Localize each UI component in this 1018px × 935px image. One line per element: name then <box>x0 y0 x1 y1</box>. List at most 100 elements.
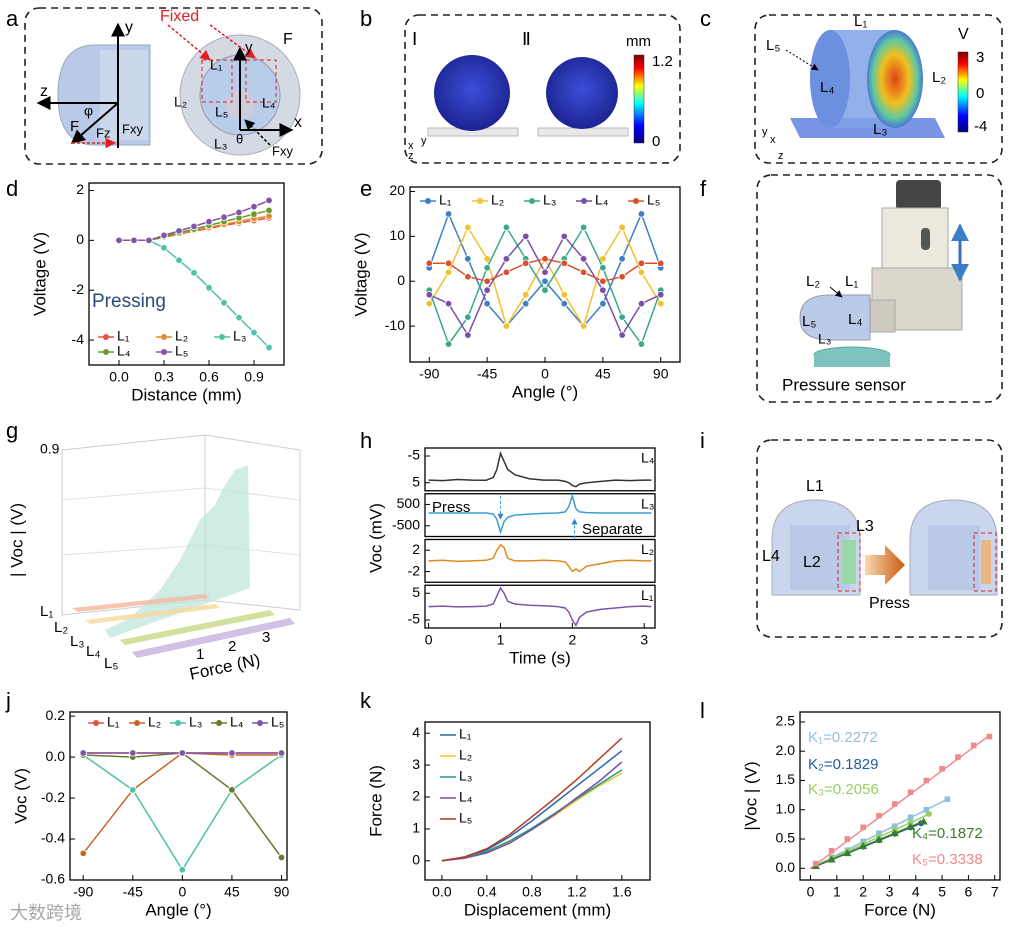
x-tick-label: 0.3 <box>154 369 174 385</box>
data-point <box>828 847 835 854</box>
panel-a: y z F φ Fz Fxy Fixed y F L₁ L₂ L₃ L₄ L₅ … <box>24 7 323 165</box>
annotation: K₅=0.3338 <box>912 851 983 868</box>
deformation-map <box>546 57 618 129</box>
series-line <box>428 543 652 573</box>
annotation: Pressing <box>92 291 166 312</box>
legend-marker <box>134 720 140 726</box>
x-axis-title: Displacement (mm) <box>464 900 611 919</box>
legend-marker <box>581 198 587 204</box>
legend-label: L₄ <box>459 789 473 805</box>
legend-label: L₂ <box>491 192 504 208</box>
label: x <box>294 114 302 131</box>
legend-label: L₃ <box>459 768 473 784</box>
highlight <box>837 532 861 592</box>
x-tick-label: -90 <box>73 884 93 900</box>
data-point <box>955 754 961 760</box>
pressure-sensor <box>814 355 890 367</box>
data-point <box>522 232 530 241</box>
electrode <box>928 525 980 590</box>
data-point <box>265 196 273 205</box>
legend-marker <box>103 349 109 355</box>
electrode <box>100 50 148 140</box>
x-tick-label: 0 <box>807 884 815 900</box>
data-point <box>483 255 491 263</box>
label: F <box>283 31 293 48</box>
data-point <box>235 313 243 322</box>
data-point <box>502 322 511 330</box>
x-tick-label: 3 <box>640 632 648 648</box>
x-tick-label: 5 <box>938 884 946 900</box>
data-point <box>637 210 646 218</box>
label: L4 <box>762 548 780 565</box>
data-point <box>483 299 491 308</box>
plot-frame <box>424 493 656 538</box>
base <box>537 127 629 137</box>
y-tick-label: 3 <box>412 756 420 772</box>
y-axis-title: Voltage (V) <box>30 232 49 316</box>
plot-frame <box>424 447 656 492</box>
series-line <box>428 450 652 488</box>
strip <box>981 540 991 584</box>
legend-marker <box>219 334 225 340</box>
legend-label: L₂ <box>148 714 161 730</box>
y-tick-label: 2 <box>412 788 420 804</box>
legend-label: L₂ <box>175 328 188 344</box>
slot <box>921 228 930 250</box>
data-point <box>907 789 914 795</box>
y-tick-label: 1.5 <box>776 771 796 787</box>
label: Ⅰ <box>412 29 417 49</box>
x-tick-label: 7 <box>991 884 999 900</box>
y-tick-label: 1 <box>412 820 420 836</box>
x-tick-label: 1 <box>833 884 841 900</box>
x-tick-label: 1 <box>497 632 505 648</box>
y-tick-label: 2.0 <box>776 742 796 758</box>
data-point <box>579 255 588 263</box>
y-tick-label: -0.4 <box>41 830 65 846</box>
legend-label: L₅ <box>459 810 472 826</box>
label: z <box>778 150 784 162</box>
label: L₁ <box>210 57 223 73</box>
label: L₅ <box>802 313 816 330</box>
x-tick-label: 0 <box>425 632 433 648</box>
data-point <box>464 223 472 232</box>
data-point <box>579 322 588 330</box>
label: 1.2 <box>652 53 673 70</box>
label: | Voc | (V) <box>7 503 26 577</box>
x-tick-label: 2 <box>568 632 576 648</box>
data-point <box>464 273 472 281</box>
x-axis-title: Time (s) <box>509 648 571 667</box>
y-tick-label: -0.2 <box>41 789 65 805</box>
label: θ <box>236 131 243 146</box>
data-point <box>190 222 198 231</box>
panel-b: Ⅰ Ⅱ mm 1.2 0 x z y <box>404 14 681 164</box>
label: y <box>245 39 253 56</box>
data-point <box>265 206 273 215</box>
y-tick-label: 0 <box>397 272 405 288</box>
data-point <box>876 812 882 819</box>
dashed-frame <box>756 174 1003 403</box>
label: -4 <box>974 118 987 135</box>
annotation: K₂=0.1829 <box>808 756 878 773</box>
colorbar <box>957 51 969 133</box>
annotation: K₁=0.2272 <box>808 729 878 746</box>
label: 0 <box>976 85 984 102</box>
y-tick-label: -10 <box>385 317 405 333</box>
data-point <box>425 290 433 299</box>
data-point <box>228 786 236 794</box>
data-point <box>637 268 646 276</box>
x-tick-label: 0.0 <box>432 884 452 900</box>
x-tick-label: 0.8 <box>522 884 542 900</box>
plot-frame <box>424 584 656 629</box>
data-point <box>560 299 568 308</box>
data-point <box>599 255 607 263</box>
x-tick-label: -45 <box>477 366 497 382</box>
legend-label: L₄ <box>230 714 244 730</box>
y-tick-label: 20 <box>389 182 405 198</box>
series-line <box>82 752 282 854</box>
data-point <box>220 213 228 221</box>
legend-label: L₃ <box>189 714 203 730</box>
x-axis-title: Distance (mm) <box>131 385 242 404</box>
legend-label: L₃ <box>233 328 247 344</box>
label: L₃ <box>214 136 228 152</box>
data-point <box>599 299 607 308</box>
